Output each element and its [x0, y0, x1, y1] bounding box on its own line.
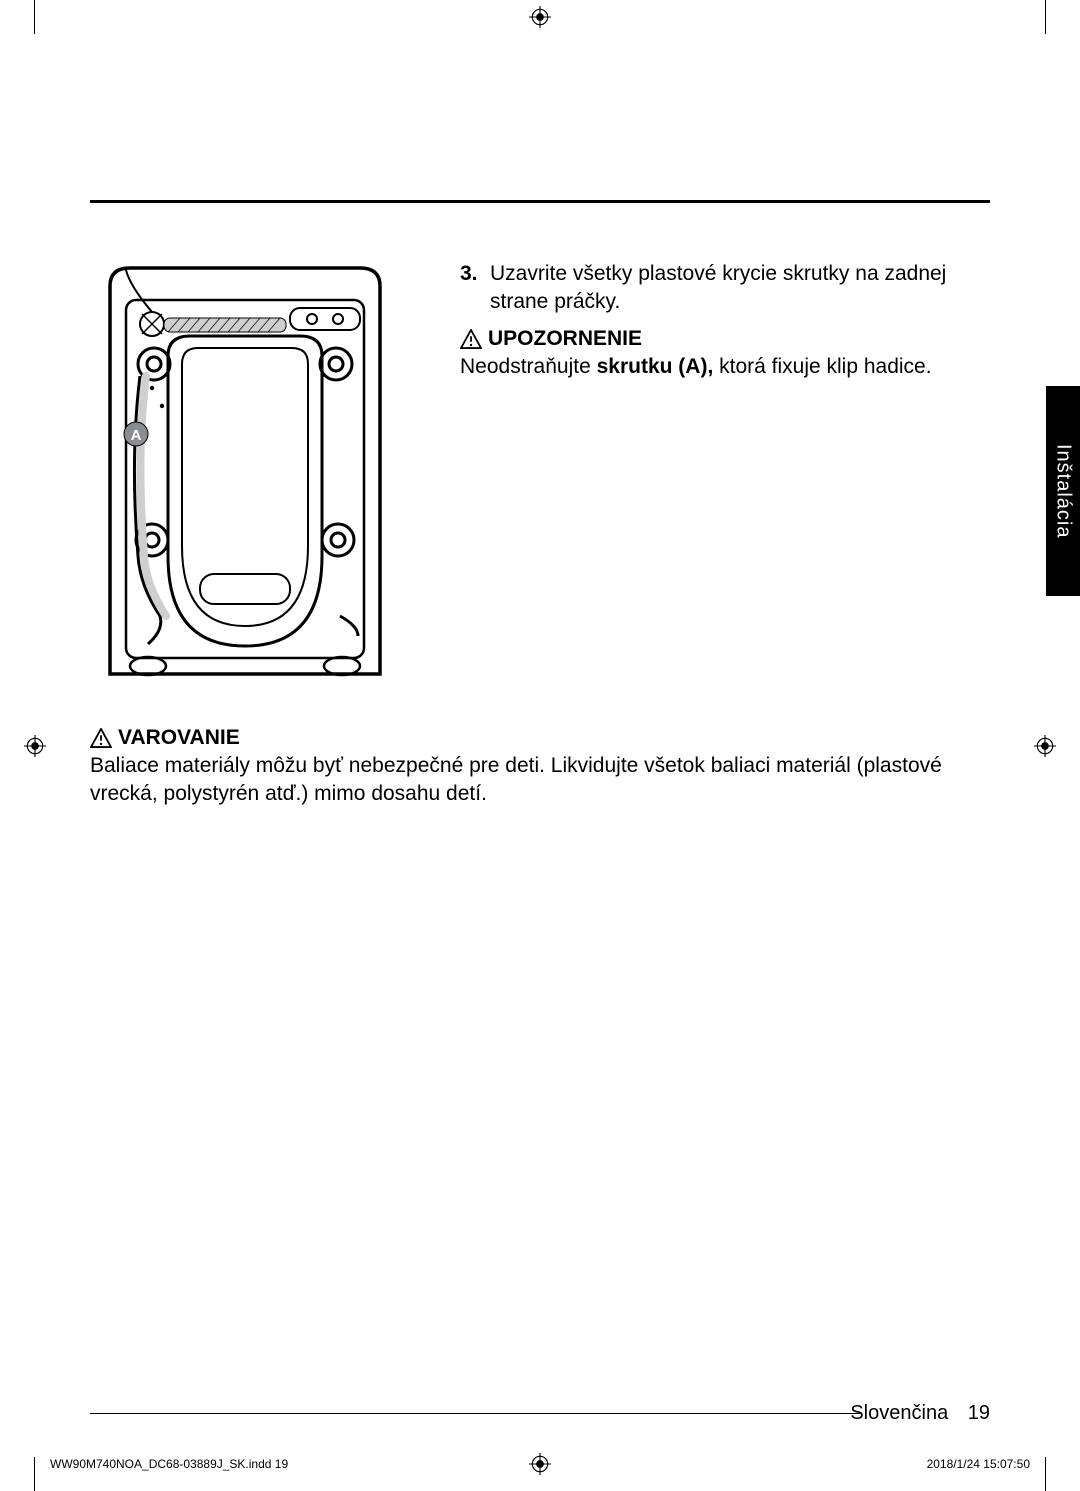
footer-language: Slovenčina	[850, 1402, 948, 1424]
registration-mark-icon	[529, 1453, 551, 1475]
washer-back-diagram: A	[90, 256, 400, 686]
warning-heading-text: VAROVANIE	[118, 726, 240, 750]
crop-mark	[34, 1457, 35, 1491]
footer: Slovenčina 19	[850, 1402, 990, 1425]
caution-heading: UPOZORNENIE	[460, 327, 990, 351]
footer-page: 19	[968, 1402, 990, 1424]
warning-block: VAROVANIE Baliace materiály môžu byť neb…	[90, 726, 990, 809]
section-tab-label: Inštalácia	[1052, 444, 1075, 539]
section-tab: Inštalácia	[1046, 386, 1080, 596]
warning-heading: VAROVANIE	[90, 726, 990, 750]
indesign-timestamp: 2018/1/24 15:07:50	[927, 1457, 1030, 1471]
warning-icon	[90, 728, 112, 748]
step-number: 3.	[460, 260, 482, 317]
caution-icon	[460, 329, 482, 349]
warning-body: Baliace materiály môžu byť nebezpečné pr…	[90, 752, 990, 809]
crop-mark	[1045, 0, 1046, 34]
instruction-text-column: 3. Uzavrite všetky plastové krycie skrut…	[460, 256, 990, 686]
crop-mark	[34, 0, 35, 34]
footer-rule	[90, 1413, 860, 1414]
crop-mark	[1045, 1457, 1046, 1491]
indesign-filename: WW90M740NOA_DC68-03889J_SK.indd 19	[50, 1457, 288, 1471]
step-text: Uzavrite všetky plastové krycie skrutky …	[490, 260, 990, 317]
registration-mark-icon	[1034, 735, 1056, 757]
header-rule	[90, 200, 990, 203]
caution-heading-text: UPOZORNENIE	[488, 327, 642, 351]
step-3: 3. Uzavrite všetky plastové krycie skrut…	[460, 260, 990, 317]
registration-mark-icon	[529, 6, 551, 28]
diagram-label-a: A	[131, 427, 142, 444]
page-body: A 3. Uzavrite všetky plastové krycie skr…	[90, 40, 990, 1431]
registration-mark-icon	[24, 735, 46, 757]
caution-body: Neodstraňujte skrutku (A), ktorá fixuje …	[460, 353, 990, 381]
